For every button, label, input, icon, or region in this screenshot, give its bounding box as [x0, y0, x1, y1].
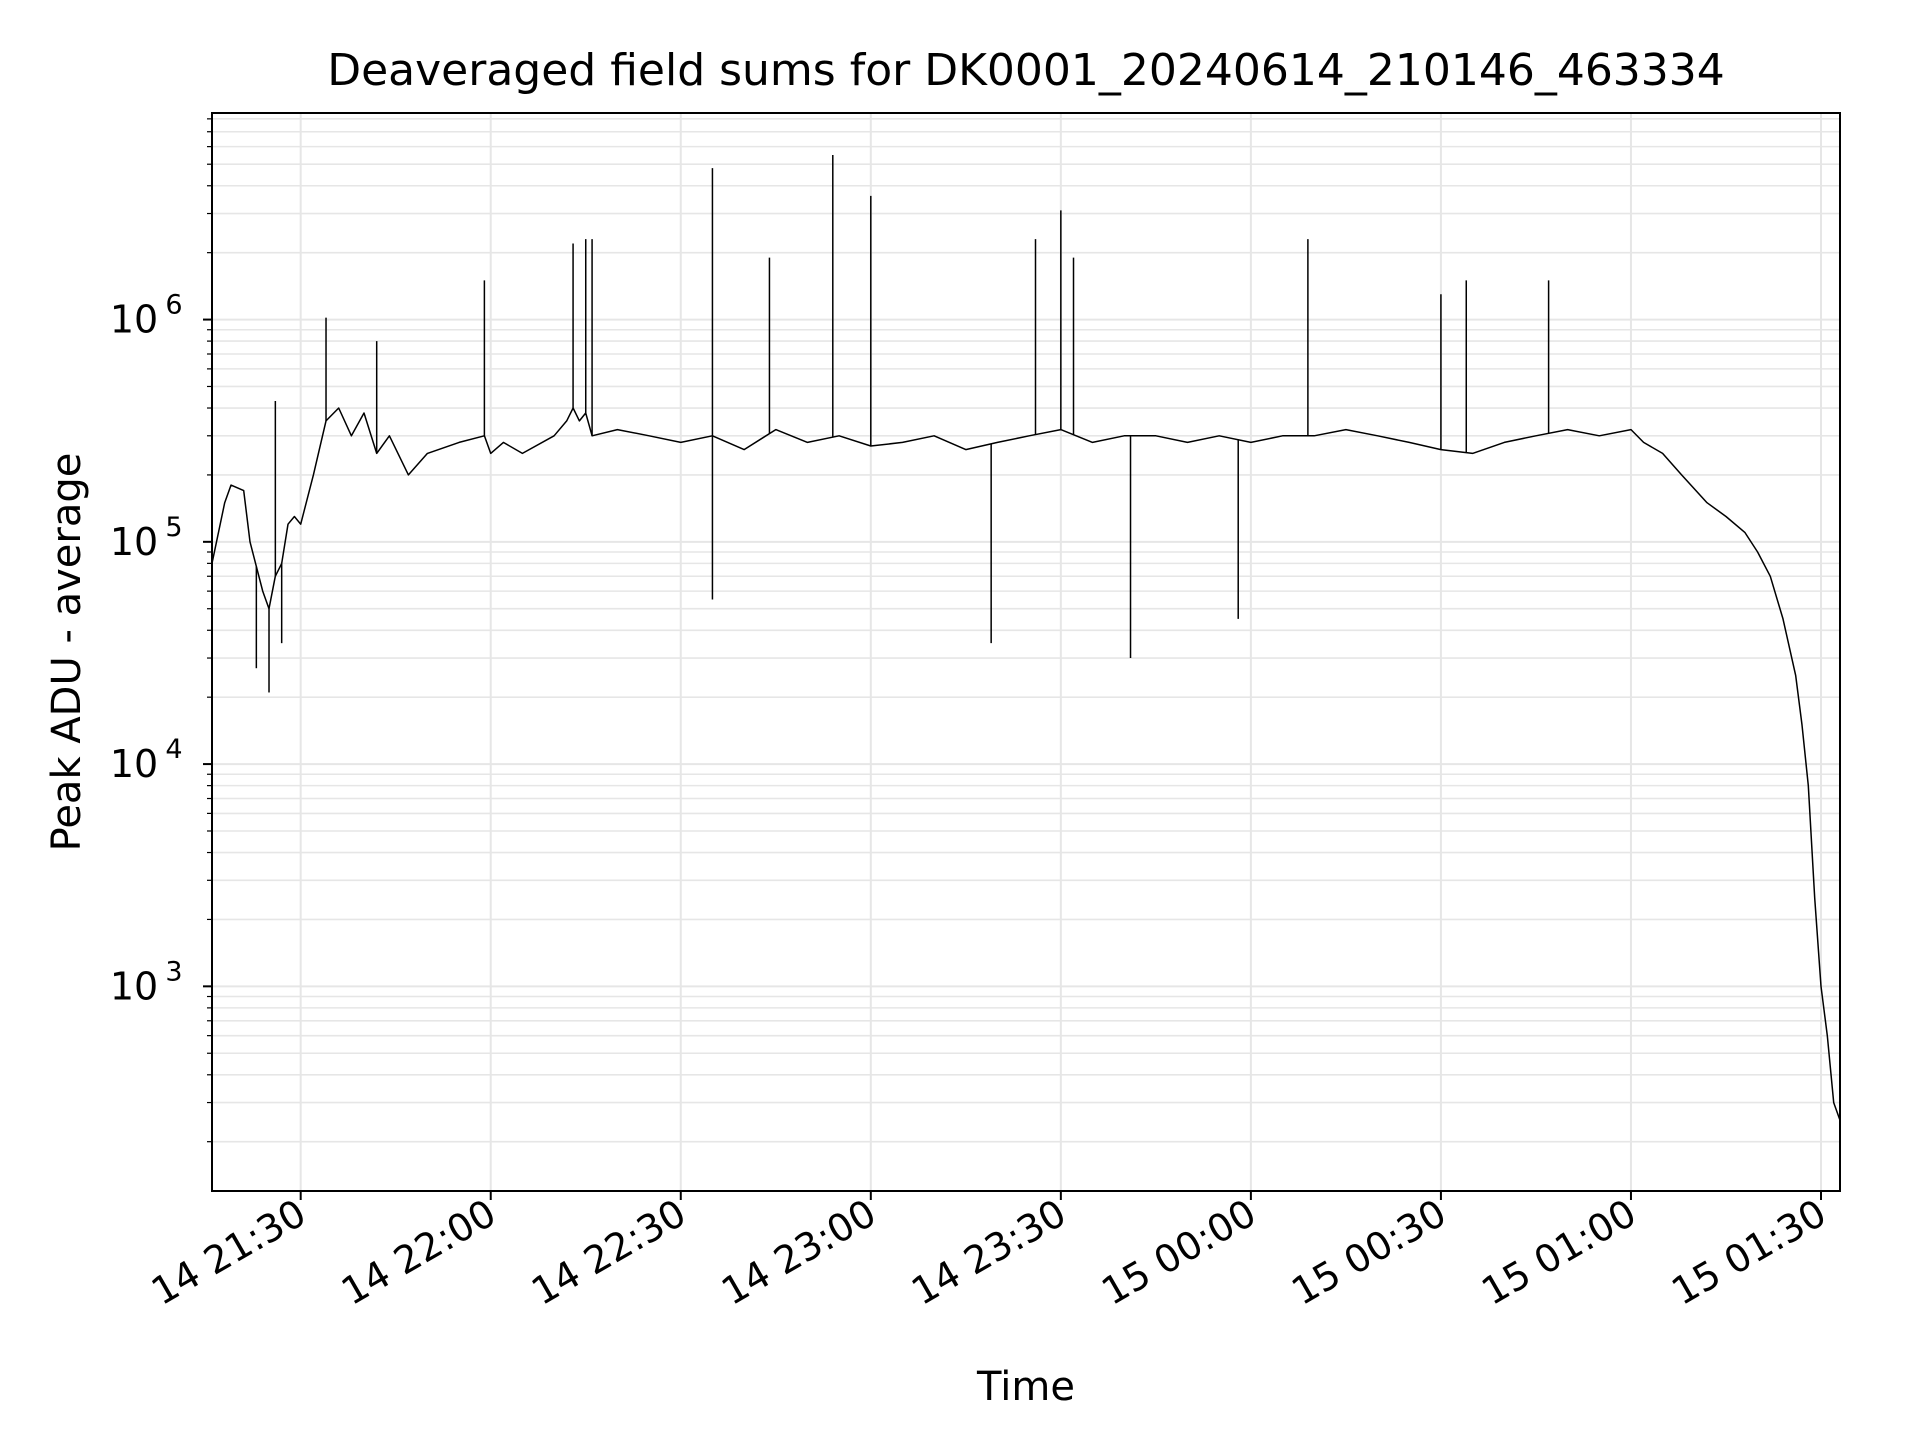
y-tick-label-exponent: 4	[165, 734, 182, 765]
y-tick-label: 10	[110, 964, 158, 1008]
y-axis-label: Peak ADU - average	[44, 453, 90, 852]
series-line	[211, 407, 1841, 1121]
series-line-group	[211, 155, 1841, 1121]
y-tick-label: 10	[110, 520, 158, 564]
y-tick-label-exponent: 6	[165, 290, 182, 321]
chart-title: Deaveraged field sums for DK0001_2024061…	[327, 45, 1725, 96]
plot-frame	[211, 112, 1841, 1192]
y-tick-label: 10	[110, 298, 158, 342]
y-tick-label-exponent: 3	[165, 956, 182, 987]
y-tick-label-exponent: 5	[165, 512, 182, 543]
x-axis-label: Time	[976, 1364, 1075, 1410]
grid-lines	[212, 113, 1840, 1191]
y-tick-label: 10	[110, 742, 158, 786]
